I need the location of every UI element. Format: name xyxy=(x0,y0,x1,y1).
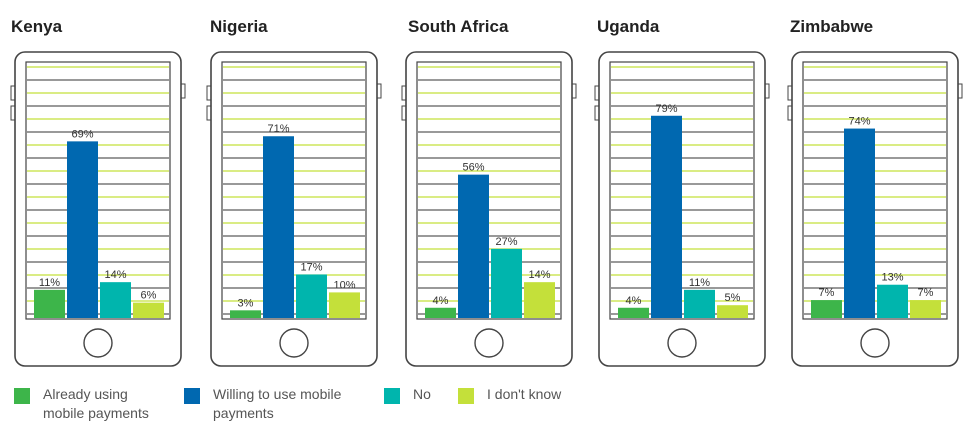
data-label-kenya-dont-know: 6% xyxy=(141,290,157,302)
bar-kenya-willing xyxy=(67,141,98,318)
bar-south-africa-already-using xyxy=(425,307,456,318)
data-label-kenya-no: 14% xyxy=(104,269,126,281)
legend-label-no: No xyxy=(413,386,431,402)
data-label-kenya-already-using: 11% xyxy=(39,277,60,289)
data-label-nigeria-willing: 71% xyxy=(267,123,289,135)
phone-home-button xyxy=(279,328,309,358)
data-label-kenya-willing: 69% xyxy=(71,128,93,140)
panel-zimbabwe: Zimbabwe 7% 74% 13% 7% xyxy=(787,17,963,367)
panel-title-south-africa: South Africa xyxy=(408,17,509,36)
data-label-nigeria-already-using: 3% xyxy=(238,297,254,309)
bar-uganda-dont-know xyxy=(717,305,748,318)
data-label-south-africa-dont-know: 14% xyxy=(528,269,550,281)
legend-label-dont-know: I don't know xyxy=(487,386,562,402)
panel-title-nigeria: Nigeria xyxy=(210,17,268,36)
bar-zimbabwe-dont-know xyxy=(910,300,941,318)
chart-legend: Already using mobile payments Willing to… xyxy=(0,385,971,429)
bar-nigeria-dont-know xyxy=(329,292,360,318)
bar-zimbabwe-no xyxy=(877,284,908,318)
bar-nigeria-no xyxy=(296,274,327,318)
bar-nigeria-willing xyxy=(263,136,294,318)
bar-uganda-willing xyxy=(651,115,682,318)
bar-zimbabwe-already-using xyxy=(811,300,842,318)
data-label-south-africa-no: 27% xyxy=(495,236,517,248)
data-label-uganda-dont-know: 5% xyxy=(725,292,741,304)
legend-swatch-willing xyxy=(184,388,200,404)
panel-uganda: Uganda 4% 79% 11% 5% xyxy=(594,17,770,367)
data-label-zimbabwe-no: 13% xyxy=(881,272,903,284)
data-label-nigeria-dont-know: 10% xyxy=(333,279,355,291)
panel-title-uganda: Uganda xyxy=(597,17,660,36)
data-label-uganda-already-using: 4% xyxy=(626,295,642,307)
bar-south-africa-willing xyxy=(458,174,489,318)
phone-home-button xyxy=(83,328,113,358)
bar-uganda-no xyxy=(684,289,715,318)
data-label-nigeria-no: 17% xyxy=(300,261,322,273)
data-label-uganda-willing: 79% xyxy=(655,103,677,115)
data-label-zimbabwe-dont-know: 7% xyxy=(918,287,934,299)
bar-nigeria-already-using xyxy=(230,310,261,318)
legend-swatch-dont-know xyxy=(458,388,474,404)
phone-home-button xyxy=(860,328,890,358)
panel-title-zimbabwe: Zimbabwe xyxy=(790,17,873,36)
bar-kenya-no xyxy=(100,282,131,318)
phone-home-button xyxy=(474,328,504,358)
panel-nigeria: Nigeria 3% 71% 17% 10% xyxy=(206,17,382,367)
data-label-south-africa-already-using: 4% xyxy=(433,295,449,307)
data-label-south-africa-willing: 56% xyxy=(462,162,484,174)
bar-uganda-already-using xyxy=(618,307,649,318)
data-label-zimbabwe-already-using: 7% xyxy=(819,287,835,299)
data-label-uganda-no: 11% xyxy=(689,277,710,289)
bar-zimbabwe-willing xyxy=(844,128,875,318)
legend-label-already-using: Already using mobile payments xyxy=(43,386,149,421)
legend-swatch-no xyxy=(384,388,400,404)
phone-home-button xyxy=(667,328,697,358)
legend-label-willing: Willing to use mobile payments xyxy=(213,386,342,421)
bar-south-africa-no xyxy=(491,248,522,318)
panel-kenya: Kenya 11% 69% 14% 6% xyxy=(10,17,186,367)
panel-title-kenya: Kenya xyxy=(11,17,63,36)
data-label-zimbabwe-willing: 74% xyxy=(848,116,870,128)
bar-kenya-dont-know xyxy=(133,302,164,318)
legend-swatch-already-using xyxy=(14,388,30,404)
bar-south-africa-dont-know xyxy=(524,282,555,318)
panel-south-africa: South Africa 4% 56% 27% 14% xyxy=(401,17,577,367)
bar-kenya-already-using xyxy=(34,289,65,318)
